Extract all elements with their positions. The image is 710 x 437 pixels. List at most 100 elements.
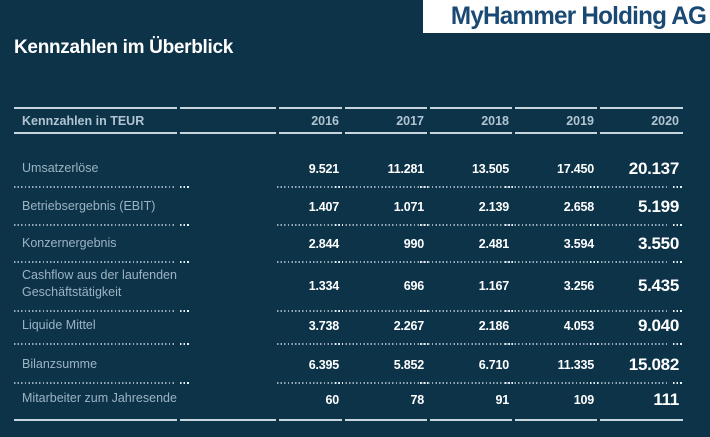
- row-value: 9.521: [308, 162, 339, 176]
- separator-dots: [335, 343, 343, 345]
- rule-gap-tick: [427, 132, 430, 134]
- row-value: 20.137: [628, 159, 680, 178]
- row-value: 696: [403, 279, 424, 293]
- separator-dots: [180, 382, 191, 384]
- year-header: 2017: [396, 113, 424, 128]
- rule-gap-tick: [177, 107, 180, 109]
- kpi-table: Kennzahlen in TEUR 2016 2017 2018 2019 2020 …: [14, 107, 683, 421]
- year-header: 2019: [566, 113, 594, 128]
- row-label: Betriebsergebnis (EBIT): [22, 199, 156, 213]
- table-rule-top: [14, 107, 683, 109]
- row-value: 9.040: [637, 316, 679, 335]
- row-value: 2.658: [563, 200, 594, 214]
- rule-gap-tick: [276, 107, 279, 109]
- rule-gap-tick: [512, 132, 515, 134]
- row-value: 2.267: [393, 319, 424, 333]
- separator-dots: [505, 224, 513, 226]
- separator-dots: [420, 343, 428, 345]
- row-value: 78: [410, 393, 424, 407]
- row-value: 4.053: [563, 319, 594, 333]
- separator-dots: [180, 310, 191, 312]
- row-value: 15.082: [628, 355, 680, 374]
- separator-dots: [14, 343, 174, 345]
- table-row: Cashflow aus der laufenden Geschäftstäti…: [14, 263, 683, 310]
- rule-gap-tick: [342, 107, 345, 109]
- row-label: Cashflow aus der laufenden Geschäftstäti…: [22, 268, 177, 299]
- row-value: 91: [495, 393, 509, 407]
- row-value: 3.256: [563, 279, 594, 293]
- separator-dots: [420, 382, 428, 384]
- row-value: 3.738: [308, 319, 339, 333]
- row-value: 5.199: [637, 197, 679, 216]
- logo-text: MyHammer Holding AG: [450, 2, 707, 30]
- logo-box: MyHammer Holding AG: [423, 0, 710, 33]
- row-value: 109: [573, 393, 594, 407]
- row-value: 2.844: [308, 237, 339, 251]
- rule-gap-tick: [597, 107, 600, 109]
- table-row: Konzernergebnis 2.844 990 2.481 3.594 3.550: [14, 226, 683, 261]
- rule-gap-tick: [276, 132, 279, 134]
- row-separator: [14, 224, 683, 226]
- year-header: 2016: [311, 113, 339, 128]
- row-separator: [14, 186, 683, 188]
- separator-dots: [505, 261, 513, 263]
- rule-gap-tick: [427, 419, 430, 421]
- separator-dots: [14, 382, 174, 384]
- separator-dots: [277, 343, 669, 345]
- rule-gap-tick: [597, 132, 600, 134]
- row-value: 1.071: [393, 200, 424, 214]
- separator-dots: [277, 224, 669, 226]
- separator-dots: [335, 310, 343, 312]
- row-value: 2.481: [478, 237, 509, 251]
- separator-dots: [14, 186, 174, 188]
- row-value: 17.450: [556, 162, 594, 176]
- separator-dots: [180, 224, 191, 226]
- separator-dots: [180, 261, 191, 263]
- rule-gap-tick: [342, 419, 345, 421]
- separator-dots: [180, 343, 191, 345]
- rule-gap-tick: [276, 419, 279, 421]
- page-title: Kennzahlen im Überblick: [14, 37, 234, 58]
- year-header: 2020: [651, 113, 679, 128]
- separator-dots: [673, 186, 683, 188]
- row-value: 3.594: [563, 237, 594, 251]
- separator-dots: [590, 261, 598, 263]
- table-row: Liquide Mittel 3.738 2.267 2.186 4.053 9.040: [14, 312, 683, 343]
- separator-dots: [505, 382, 513, 384]
- separator-dots: [277, 310, 669, 312]
- separator-dots: [590, 382, 598, 384]
- rule-gap-tick: [177, 132, 180, 134]
- separator-dots: [590, 186, 598, 188]
- table-row: Mitarbeiter zum Jahresende 60 78 91 109 111: [14, 384, 683, 419]
- row-value: 60: [325, 393, 339, 407]
- rule-gap-tick: [512, 419, 515, 421]
- row-label: Umsatzerlöse: [22, 161, 99, 175]
- row-separator: [14, 310, 683, 312]
- row-value: 1.334: [308, 279, 339, 293]
- row-value: 2.186: [478, 319, 509, 333]
- separator-dots: [277, 382, 669, 384]
- separator-dots: [673, 261, 683, 263]
- row-value: 6.710: [478, 358, 509, 372]
- separator-dots: [335, 261, 343, 263]
- row-value: 3.550: [637, 234, 679, 253]
- separator-dots: [590, 343, 598, 345]
- separator-dots: [335, 186, 343, 188]
- row-value: 11.335: [557, 358, 595, 372]
- separator-dots: [505, 310, 513, 312]
- separator-dots: [14, 261, 174, 263]
- separator-dots: [505, 343, 513, 345]
- row-value: 11.281: [387, 162, 425, 176]
- separator-dots: [673, 343, 683, 345]
- separator-dots: [673, 224, 683, 226]
- header-label: Kennzahlen in TEUR: [22, 113, 145, 128]
- rule-gap-tick: [342, 132, 345, 134]
- separator-dots: [420, 310, 428, 312]
- table-row: Bilanzsumme 6.395 5.852 6.710 11.335 15.082: [14, 345, 683, 382]
- separator-dots: [335, 224, 343, 226]
- separator-dots: [505, 186, 513, 188]
- row-label: Liquide Mittel: [22, 318, 96, 332]
- separator-dots: [277, 186, 669, 188]
- row-separator: [14, 261, 683, 263]
